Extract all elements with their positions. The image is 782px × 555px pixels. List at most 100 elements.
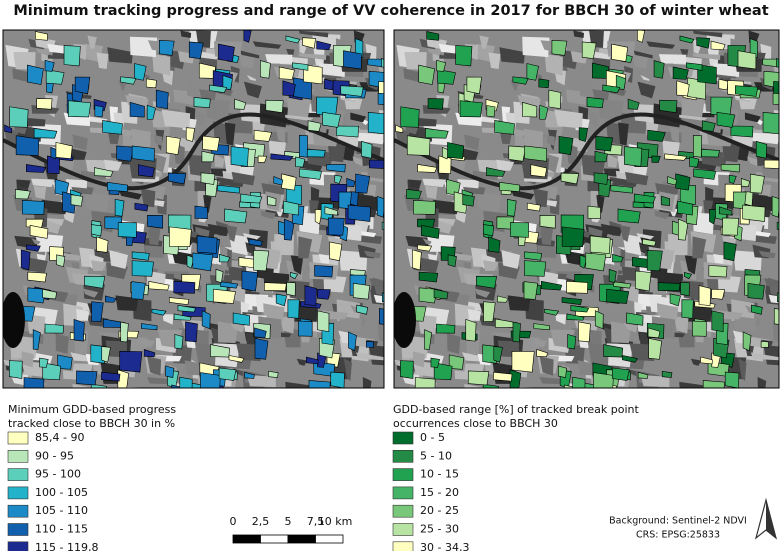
wheat-field <box>36 98 53 110</box>
wheat-field <box>406 188 422 200</box>
wheat-field <box>254 327 267 339</box>
wheat-field <box>572 376 586 388</box>
wheat-field <box>324 78 334 91</box>
wheat-field <box>185 127 196 142</box>
field <box>457 179 479 189</box>
field <box>588 111 598 127</box>
field <box>152 54 171 76</box>
wheat-field <box>304 285 317 306</box>
field <box>607 154 618 168</box>
field <box>104 159 123 171</box>
wheat-field <box>466 76 482 95</box>
wheat-field <box>427 98 444 110</box>
wheat-field <box>292 62 309 71</box>
field <box>592 89 610 101</box>
field <box>195 226 210 238</box>
field <box>352 156 363 167</box>
wheat-field <box>776 292 779 303</box>
wheat-field <box>306 356 319 365</box>
field <box>280 316 295 334</box>
wheat-field <box>218 253 231 263</box>
field <box>407 179 422 189</box>
wheat-field <box>173 313 192 321</box>
field <box>350 112 367 123</box>
field <box>161 109 191 129</box>
wheat-field <box>579 254 588 269</box>
field <box>422 238 432 245</box>
wheat-field <box>593 172 609 185</box>
wheat-field <box>755 140 768 159</box>
wheat-field <box>96 236 109 253</box>
wheat-field <box>578 127 588 142</box>
wheat-field <box>433 362 453 381</box>
wheat-field <box>29 224 49 239</box>
wheat-field <box>200 172 216 185</box>
field <box>581 230 592 238</box>
wheat-field <box>45 69 65 85</box>
field <box>162 314 174 325</box>
wheat-field <box>669 293 681 307</box>
wheat-field <box>202 135 220 152</box>
scale-segment <box>287 534 316 544</box>
wheat-field <box>595 135 614 152</box>
field <box>637 81 656 99</box>
legend-label: 105 - 110 <box>35 504 88 517</box>
field <box>523 128 543 148</box>
wheat-field <box>436 323 456 334</box>
field <box>207 223 230 237</box>
field <box>96 52 109 70</box>
wheat-field <box>433 288 449 300</box>
wheat-field <box>400 106 420 128</box>
wheat-field <box>201 310 211 330</box>
field <box>684 387 687 388</box>
wheat-field <box>760 340 769 348</box>
field <box>464 134 480 151</box>
wheat-field <box>94 105 104 118</box>
field <box>662 140 680 159</box>
wheat-field <box>287 299 300 319</box>
wheat-field <box>455 45 473 67</box>
wheat-field <box>539 104 549 120</box>
field <box>246 74 256 81</box>
wheat-field <box>627 98 640 110</box>
wheat-field <box>340 85 364 97</box>
wheat-field <box>138 164 155 178</box>
field <box>180 30 192 38</box>
wheat-field <box>548 89 562 109</box>
wheat-field <box>406 135 431 156</box>
river <box>394 112 779 191</box>
wheat-field <box>91 301 104 322</box>
field <box>296 358 307 366</box>
wheat-field <box>742 331 752 352</box>
wheat-field <box>151 308 167 316</box>
wheat-field <box>143 348 156 358</box>
wheat-field <box>285 35 301 44</box>
field <box>118 189 143 200</box>
wheat-field <box>120 321 129 343</box>
wheat-field <box>635 270 652 292</box>
wheat-field <box>101 371 121 382</box>
wheat-field <box>438 155 452 174</box>
wheat-field <box>508 145 526 162</box>
wheat-field <box>39 357 49 368</box>
wheat-field <box>327 217 345 236</box>
wheat-field <box>317 288 331 300</box>
wheat-field <box>234 98 247 110</box>
wheat-field <box>282 80 296 97</box>
wheat-field <box>526 63 539 81</box>
field <box>433 199 461 215</box>
wheat-field <box>134 202 149 212</box>
field <box>363 250 382 259</box>
field <box>750 352 779 361</box>
field <box>204 99 231 122</box>
wheat-field <box>188 41 204 60</box>
scale-segment <box>315 534 344 544</box>
field <box>239 50 260 59</box>
wheat-field <box>15 135 40 156</box>
wheat-field <box>218 367 237 381</box>
wheat-field <box>314 265 334 278</box>
wheat-field <box>218 43 235 62</box>
wheat-field <box>158 39 175 56</box>
wheat-field <box>730 125 754 138</box>
wheat-field <box>26 244 41 252</box>
